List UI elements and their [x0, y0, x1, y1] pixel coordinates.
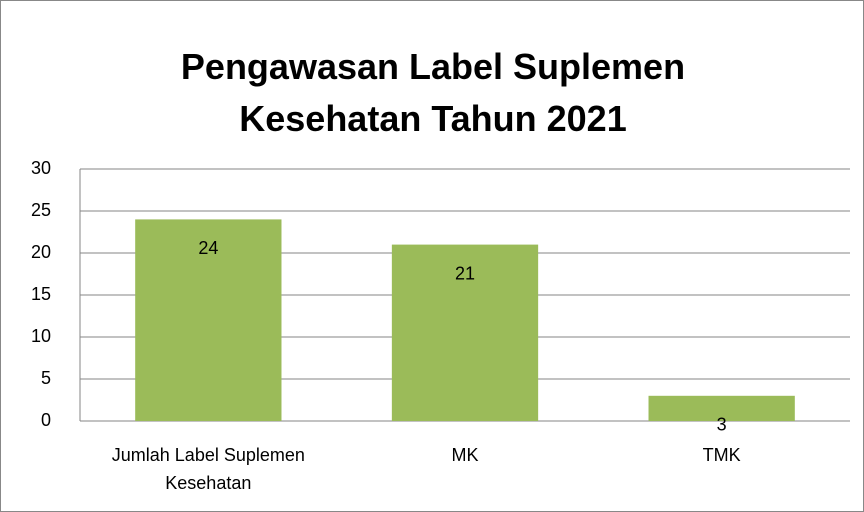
y-tick-label: 15 [31, 284, 51, 304]
y-tick-label: 20 [31, 242, 51, 262]
chart-title: Pengawasan Label Suplemen Kesehatan Tahu… [180, 46, 686, 139]
bar [648, 395, 795, 421]
y-tick-label: 5 [41, 368, 51, 388]
y-tick-label: 25 [31, 200, 51, 220]
x-tick-label: TMK [702, 445, 741, 465]
data-label: 21 [455, 263, 475, 283]
x-tick-label: MK [451, 445, 479, 465]
bar [135, 219, 282, 421]
bar [391, 244, 539, 421]
x-tick-label: Jumlah Label Suplemen Kesehatan [111, 445, 305, 493]
y-tick-label: 10 [31, 326, 51, 346]
data-label: 24 [198, 238, 218, 258]
y-tick-label: 30 [31, 158, 51, 178]
data-label: 3 [717, 415, 727, 435]
y-tick-label: 0 [41, 410, 51, 430]
